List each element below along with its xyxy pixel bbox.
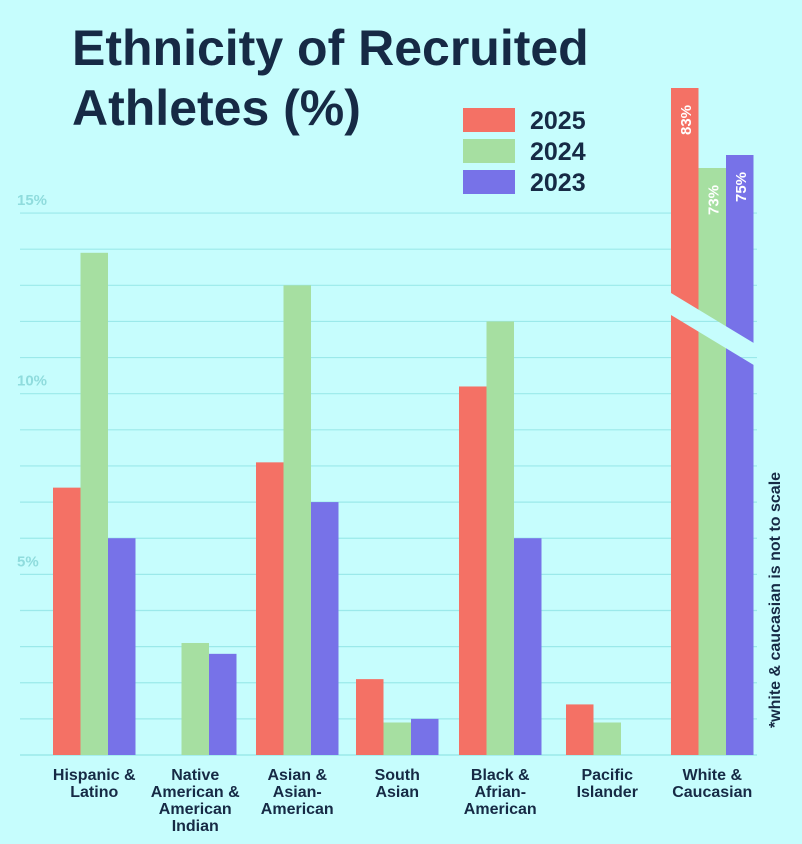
bar — [514, 538, 542, 755]
bar — [80, 252, 108, 755]
chart-title-line-1: Ethnicity of Recruited — [72, 20, 589, 76]
x-category-label: American — [464, 801, 537, 818]
x-category-label: Asian & — [267, 767, 327, 784]
bar — [486, 321, 514, 755]
legend-swatch — [463, 108, 515, 132]
bar — [356, 679, 384, 755]
bar — [383, 722, 411, 755]
bar-segment-upper — [726, 155, 754, 343]
x-category-label: Afrian- — [474, 784, 526, 801]
bar-segment-upper — [671, 88, 699, 310]
legend-label: 2024 — [530, 138, 586, 166]
x-category-label: American — [159, 801, 232, 818]
bar — [108, 538, 136, 755]
x-category-label: Caucasian — [672, 784, 752, 801]
bar — [181, 642, 209, 755]
chart-title-line-2: Athletes (%) — [72, 80, 361, 136]
bar-segment-lower — [671, 315, 699, 755]
y-tick-label: 15% — [17, 192, 47, 209]
x-category-label: American & — [151, 784, 240, 801]
x-category-label: Pacific — [581, 767, 633, 784]
bar — [411, 718, 439, 755]
scale-note: *white & caucasian is not to scale — [767, 471, 784, 729]
data-label: 75% — [733, 172, 750, 202]
legend-swatch — [463, 170, 515, 194]
bar-segment-lower — [698, 331, 726, 755]
x-category-label: Hispanic & — [53, 767, 136, 784]
x-category-label: Latino — [70, 784, 118, 801]
bar — [256, 462, 284, 755]
bar — [283, 285, 311, 755]
bar — [593, 722, 621, 755]
bar-segment-upper — [698, 168, 726, 327]
y-tick-label: 5% — [17, 553, 39, 570]
bar — [209, 653, 237, 755]
legend-label: 2025 — [530, 107, 586, 135]
x-category-label: South — [375, 767, 420, 784]
legend-label: 2023 — [530, 169, 586, 197]
x-category-label: Native — [171, 767, 219, 784]
bar — [311, 502, 339, 755]
x-category-label: American — [261, 801, 334, 818]
x-category-label: Black & — [471, 767, 530, 784]
data-label: 73% — [705, 185, 722, 215]
data-label: 83% — [678, 105, 695, 135]
y-tick-label: 10% — [17, 373, 47, 390]
x-category-label: Asian- — [273, 784, 322, 801]
bar — [459, 386, 487, 755]
bar — [566, 704, 594, 755]
x-category-label: Indian — [172, 818, 219, 835]
x-category-label: White & — [682, 767, 742, 784]
bar — [53, 487, 81, 755]
chart-title: Ethnicity of Recruited Athletes (%) — [72, 18, 672, 138]
x-category-label: Asian — [375, 784, 419, 801]
x-category-label: Islander — [577, 784, 638, 801]
legend-swatch — [463, 139, 515, 163]
bar-segment-lower — [726, 348, 754, 755]
